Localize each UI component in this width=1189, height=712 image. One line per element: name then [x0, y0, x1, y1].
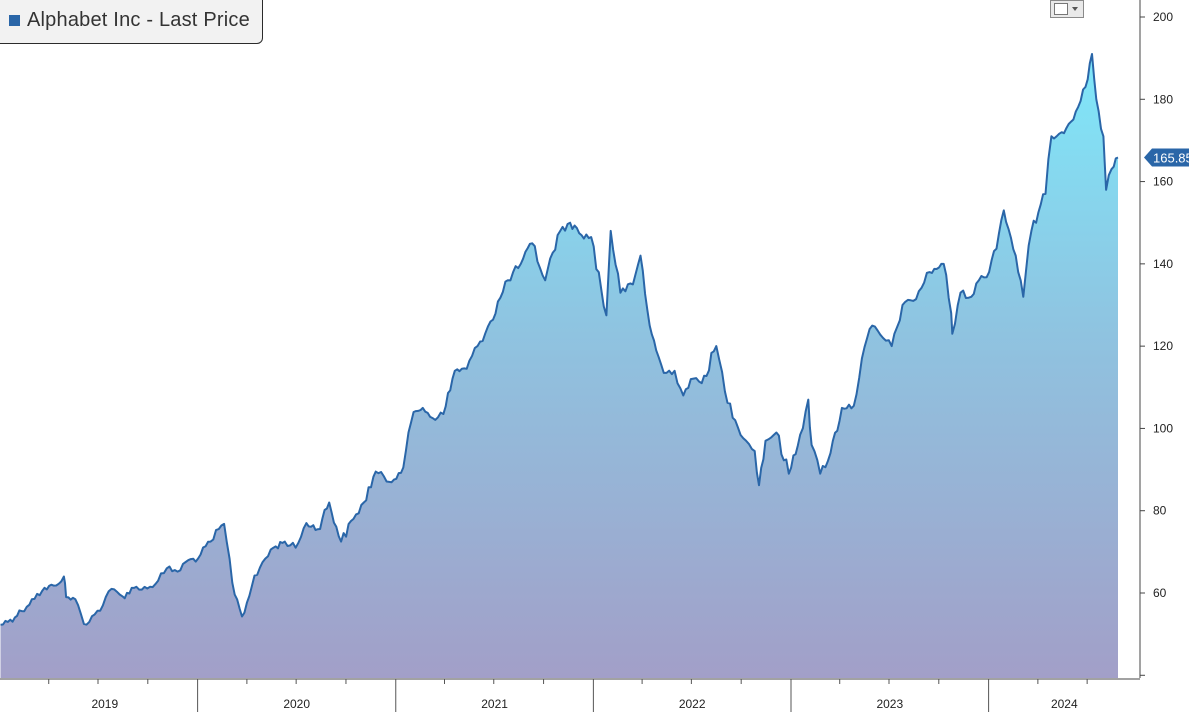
y-tick: 80: [1140, 504, 1167, 518]
x-tick-label: 2021: [481, 697, 508, 711]
y-tick: 140: [1140, 257, 1173, 271]
y-tick: 200: [1140, 10, 1173, 24]
x-tick-label: 2023: [876, 697, 903, 711]
legend-swatch: [9, 14, 20, 26]
y-tick-label: 60: [1153, 586, 1167, 600]
x-tick-label: 2022: [679, 697, 706, 711]
legend: Alphabet Inc - Last Price: [0, 0, 263, 44]
y-axis: 60 80 100 120 140 160 180 200: [1139, 0, 1173, 678]
y-tick-label: 160: [1153, 175, 1173, 189]
y-tick: 160: [1140, 175, 1173, 189]
chart-type-button[interactable]: [1050, 0, 1084, 18]
legend-entry: Alphabet Inc - Last Price: [27, 8, 250, 31]
y-tick-label: 100: [1153, 421, 1173, 435]
price-area-fill: [0, 54, 1118, 678]
plot-area: [0, 53, 1119, 678]
last-value-tag: 165.85: [1144, 148, 1189, 167]
y-tick-label: 180: [1153, 92, 1173, 106]
chevron-down-icon: [1072, 7, 1078, 11]
y-tick-label: 140: [1153, 257, 1173, 271]
x-tick-label: 2024: [1051, 697, 1078, 711]
y-tick: 180: [1140, 92, 1173, 106]
last-value-label: 165.85: [1153, 151, 1189, 166]
y-tick: 120: [1140, 339, 1173, 353]
y-tick: 60: [1140, 586, 1167, 600]
last-value-marker: [1144, 148, 1189, 167]
y-tick-label: 120: [1153, 339, 1173, 353]
x-tick-label: 2019: [91, 697, 118, 711]
x-tick-label: 2020: [283, 697, 310, 711]
line-chart-icon: [1054, 3, 1068, 15]
y-tick-label: 80: [1153, 504, 1167, 518]
y-tick: 100: [1140, 421, 1173, 435]
y-tick-label: 200: [1153, 10, 1173, 24]
x-axis: 2019 2020 2021 2022 2023 2024: [0, 678, 1140, 712]
price-line: [0, 53, 1119, 626]
